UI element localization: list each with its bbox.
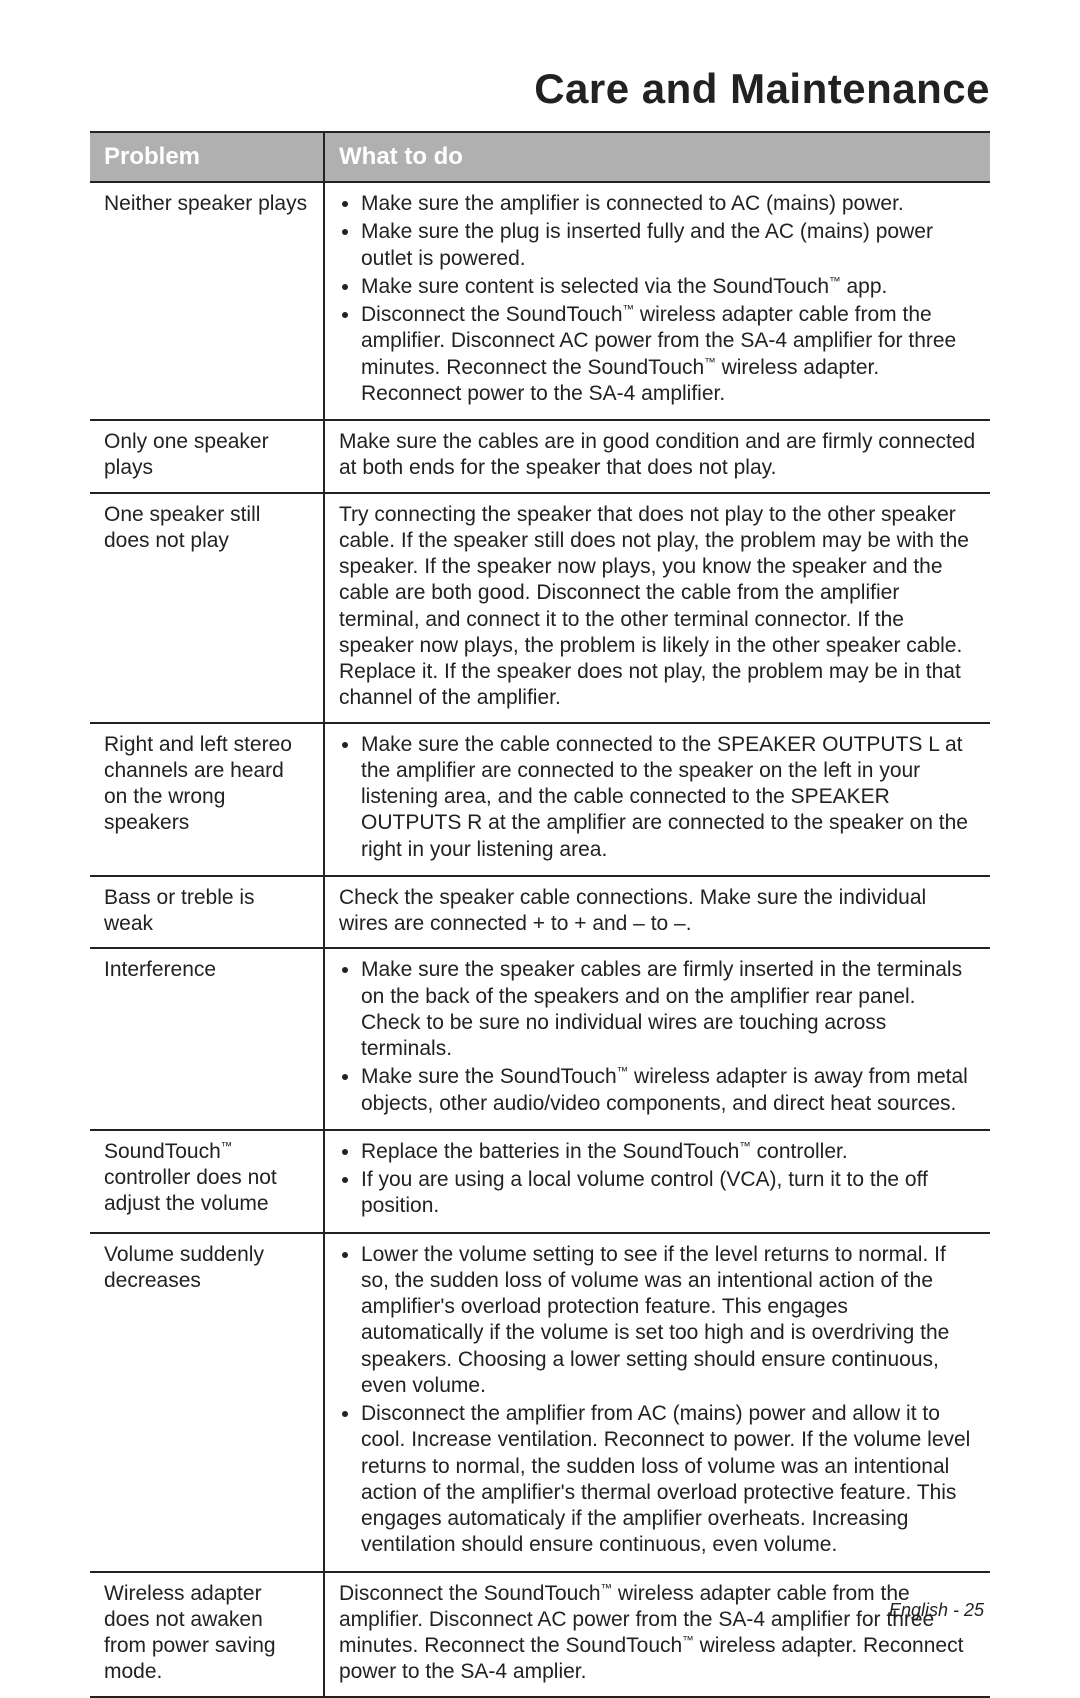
whattodo-cell: Make sure the cables are in good conditi… [324,420,990,493]
table-header-row: Problem What to do [90,132,990,182]
whattodo-item: Make sure the SoundTouch™ wireless adapt… [361,1064,976,1117]
table-row: Bass or treble is weakCheck the speaker … [90,876,990,949]
problem-cell: SoundTouch™ controller does not adjust t… [90,1130,324,1233]
page-root: Care and Maintenance Problem What to do … [0,0,1080,1669]
col-header-problem: Problem [90,132,324,182]
problem-cell: Bass or treble is weak [90,876,324,949]
problem-cell: Interference [90,948,324,1130]
troubleshooting-table: Problem What to do Neither speaker plays… [90,131,990,1698]
whattodo-item: If you are using a local volume control … [361,1167,976,1220]
whattodo-item: Make sure the speaker cables are firmly … [361,957,976,1062]
whattodo-cell: Check the speaker cable connections. Mak… [324,876,990,949]
table-row: Only one speaker playsMake sure the cabl… [90,420,990,493]
whattodo-item: Make sure the cable connected to the SPE… [361,732,976,863]
whattodo-item: Disconnect the SoundTouch™ wireless adap… [361,302,976,407]
col-header-whattodo: What to do [324,132,990,182]
whattodo-item: Disconnect the amplifier from AC (mains)… [361,1401,976,1559]
page-title: Care and Maintenance [90,65,990,113]
whattodo-cell: Make sure the amplifier is connected to … [324,182,990,420]
whattodo-list: Make sure the cable connected to the SPE… [339,732,976,863]
whattodo-list: Lower the volume setting to see if the l… [339,1242,976,1559]
problem-cell: Wireless adapter does not awaken from po… [90,1572,324,1697]
table-row: Interference Make sure the speaker cables… [90,948,990,1130]
problem-cell: Right and left stereo channels are heard… [90,723,324,876]
page-footer: English - 25 [889,1600,984,1621]
problem-cell: One speaker still does not play [90,493,324,723]
table-row: SoundTouch™ controller does not adjust t… [90,1130,990,1233]
whattodo-cell: Make sure the speaker cables are firmly … [324,948,990,1130]
table-row: Volume suddenly decreasesLower the volum… [90,1233,990,1572]
problem-cell: Only one speaker plays [90,420,324,493]
table-row: One speaker still does not playTry conne… [90,493,990,723]
problem-cell: Neither speaker plays [90,182,324,420]
whattodo-cell: Try connecting the speaker that does not… [324,493,990,723]
whattodo-list: Make sure the amplifier is connected to … [339,191,976,407]
whattodo-cell: Replace the batteries in the SoundTouch™… [324,1130,990,1233]
whattodo-item: Make sure the plug is inserted fully and… [361,219,976,272]
whattodo-item: Make sure the amplifier is connected to … [361,191,976,217]
table-body: Neither speaker plays Make sure the ampli… [90,182,990,1697]
table-row: Right and left stereo channels are heard… [90,723,990,876]
table-row: Neither speaker plays Make sure the ampli… [90,182,990,420]
whattodo-item: Make sure content is selected via the So… [361,274,976,300]
whattodo-cell: Disconnect the SoundTouch™ wireless adap… [324,1572,990,1697]
whattodo-list: Make sure the speaker cables are firmly … [339,957,976,1117]
whattodo-item: Lower the volume setting to see if the l… [361,1242,976,1400]
whattodo-item: Replace the batteries in the SoundTouch™… [361,1139,976,1165]
whattodo-list: Replace the batteries in the SoundTouch™… [339,1139,976,1220]
problem-cell: Volume suddenly decreases [90,1233,324,1572]
whattodo-cell: Lower the volume setting to see if the l… [324,1233,990,1572]
whattodo-cell: Make sure the cable connected to the SPE… [324,723,990,876]
table-row: Wireless adapter does not awaken from po… [90,1572,990,1697]
